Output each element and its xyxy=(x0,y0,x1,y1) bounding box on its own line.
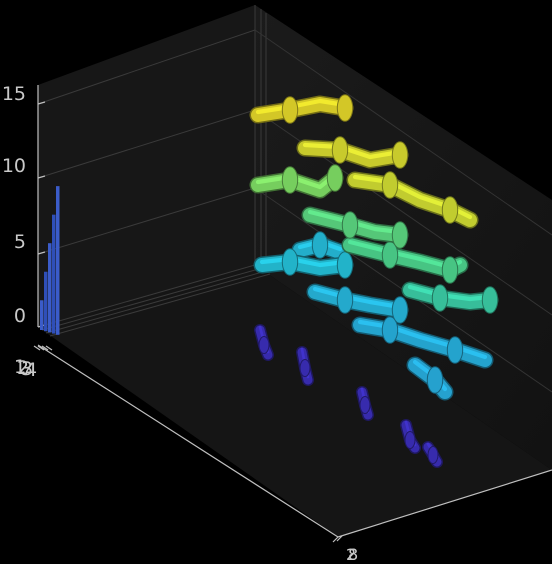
streamtube xyxy=(406,356,454,401)
streamtube-bulge xyxy=(331,136,349,164)
streamtube xyxy=(306,283,409,324)
z-tick-label: 5 xyxy=(14,231,26,253)
x-axis-ticks xyxy=(332,535,343,543)
side-bar xyxy=(52,214,56,334)
streamtube-bulge xyxy=(481,286,499,314)
side-bar xyxy=(48,243,52,333)
y-tick-label: 3 xyxy=(21,358,33,380)
streamtube xyxy=(254,324,274,361)
y-tick-label: 1 xyxy=(14,356,26,378)
z-tick-label: 10 xyxy=(2,155,26,177)
side-bar xyxy=(56,186,60,335)
streamtube-bulge xyxy=(404,430,416,450)
x-tick-label: 8 xyxy=(348,545,358,564)
z-tick-label: 0 xyxy=(14,305,26,327)
streamtube-bulge xyxy=(381,171,399,199)
streamtube-bulge xyxy=(326,164,344,192)
streamtube-bulge xyxy=(426,366,444,394)
x-tick-label: 2 xyxy=(346,545,356,564)
streamtubes-group xyxy=(249,94,499,468)
streamtube xyxy=(356,386,374,421)
axis-lines xyxy=(37,85,552,538)
streamtube xyxy=(291,231,349,261)
streamtube xyxy=(400,419,421,454)
streamtube-bulge xyxy=(431,284,449,312)
streamtube-bulge xyxy=(336,94,354,122)
streamtube xyxy=(341,236,469,284)
side-bars-group xyxy=(40,186,60,335)
z-tick-label: 15 xyxy=(2,83,26,105)
y-tick-label: 2 xyxy=(17,357,29,379)
streamtube xyxy=(249,164,344,199)
streamtube-bulge xyxy=(427,445,439,465)
streamtube xyxy=(296,346,314,386)
plot-floor xyxy=(38,265,552,537)
back-wall-grid xyxy=(37,5,267,328)
streamtube-bulge xyxy=(446,336,464,364)
side-bar xyxy=(40,300,44,330)
streamtube-bulge xyxy=(281,248,299,276)
streamtube xyxy=(422,441,443,468)
streamtube-bulge xyxy=(281,96,299,124)
streamtube xyxy=(253,248,354,279)
streamtube-bulge xyxy=(441,256,459,284)
streamtube-bulge xyxy=(441,196,459,224)
streamtube-bulge xyxy=(258,335,270,355)
y-tick-label: 4 xyxy=(25,359,37,381)
streamtube-bulge xyxy=(336,251,354,279)
side-bar xyxy=(44,271,48,332)
streamtube-bulge xyxy=(341,211,359,239)
streamtube xyxy=(296,136,409,169)
y-axis-ticks xyxy=(33,345,53,351)
streamtube-bulge xyxy=(311,231,329,259)
streamtube-bulge xyxy=(336,286,354,314)
streamtube-bulge xyxy=(391,141,409,169)
streamtube-bulge xyxy=(391,296,409,324)
streamtube xyxy=(346,171,479,229)
streamtube xyxy=(351,316,494,369)
streamtube-bulge xyxy=(391,221,409,249)
streamtube-bulge xyxy=(281,166,299,194)
streamtube xyxy=(401,281,499,314)
streamtube xyxy=(249,94,354,124)
streamtube-bulge xyxy=(359,395,371,415)
streamtube xyxy=(301,206,409,249)
streamtube-bulge xyxy=(299,358,311,378)
floor-grid xyxy=(41,267,271,337)
